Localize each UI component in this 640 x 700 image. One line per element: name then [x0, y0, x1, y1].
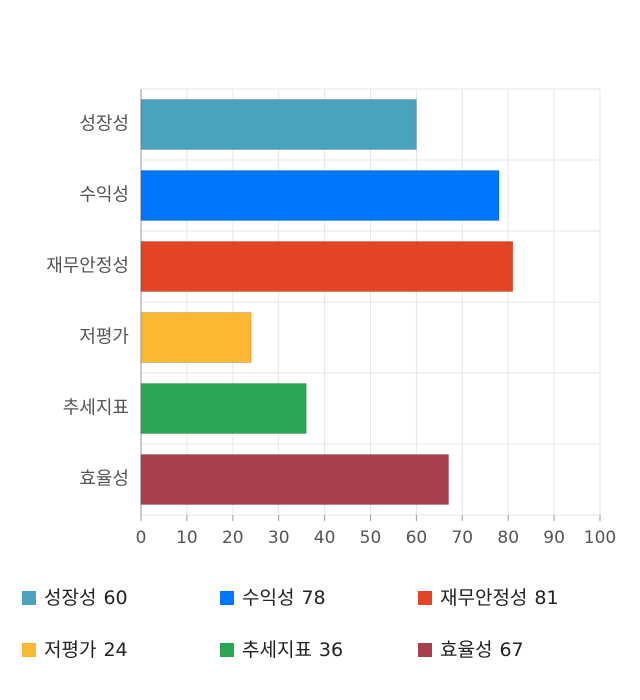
legend-name: 저평가 [44, 639, 96, 661]
x-tick-label: 100 [584, 528, 616, 548]
bar [140, 454, 450, 505]
legend-swatch [22, 591, 36, 605]
y-tick-label: 저평가 [79, 327, 129, 348]
legend-swatch [22, 643, 36, 657]
y-tick-label: 추세지표 [63, 398, 129, 419]
y-tick-label: 효율성 [79, 469, 129, 490]
bar [140, 312, 252, 363]
legend-label: 저평가 24 [44, 639, 128, 661]
x-tick-label: 70 [451, 528, 473, 548]
legend-label: 재무안정성 81 [440, 587, 559, 609]
legend-value: 36 [319, 639, 343, 661]
x-tick-label: 0 [136, 528, 147, 548]
x-tick-label: 50 [360, 528, 382, 548]
legend-label: 효율성 67 [440, 639, 524, 661]
y-tick-label: 수익성 [79, 185, 129, 206]
legend-value: 67 [499, 639, 523, 661]
x-tick-label: 60 [406, 528, 428, 548]
y-tick-label: 재무안정성 [46, 256, 129, 277]
x-tick-label: 90 [543, 528, 565, 548]
y-tick-label: 성장성 [79, 114, 129, 135]
bar [140, 383, 307, 434]
legend-name: 수익성 [242, 587, 294, 609]
legend-name: 재무안정성 [440, 587, 527, 609]
x-tick-label: 30 [268, 528, 290, 548]
legend-value: 78 [301, 587, 325, 609]
legend-swatch [220, 591, 234, 605]
bar [140, 99, 417, 150]
legend-value: 81 [534, 587, 558, 609]
x-tick-label: 20 [222, 528, 244, 548]
legend-label: 추세지표 36 [242, 639, 343, 661]
legend-name: 추세지표 [242, 639, 312, 661]
x-tick-label: 40 [314, 528, 336, 548]
legend-value: 24 [103, 639, 127, 661]
legend-name: 효율성 [440, 639, 492, 661]
legend-swatch [220, 643, 234, 657]
x-tick-label: 80 [497, 528, 519, 548]
legend-label: 성장성 60 [44, 587, 128, 609]
bar [140, 241, 514, 292]
legend-swatch [418, 643, 432, 657]
legend-value: 60 [103, 587, 127, 609]
legend-label: 수익성 78 [242, 587, 326, 609]
legend-name: 성장성 [44, 587, 96, 609]
legend-swatch [418, 591, 432, 605]
bar [140, 170, 500, 221]
x-tick-label: 10 [176, 528, 198, 548]
